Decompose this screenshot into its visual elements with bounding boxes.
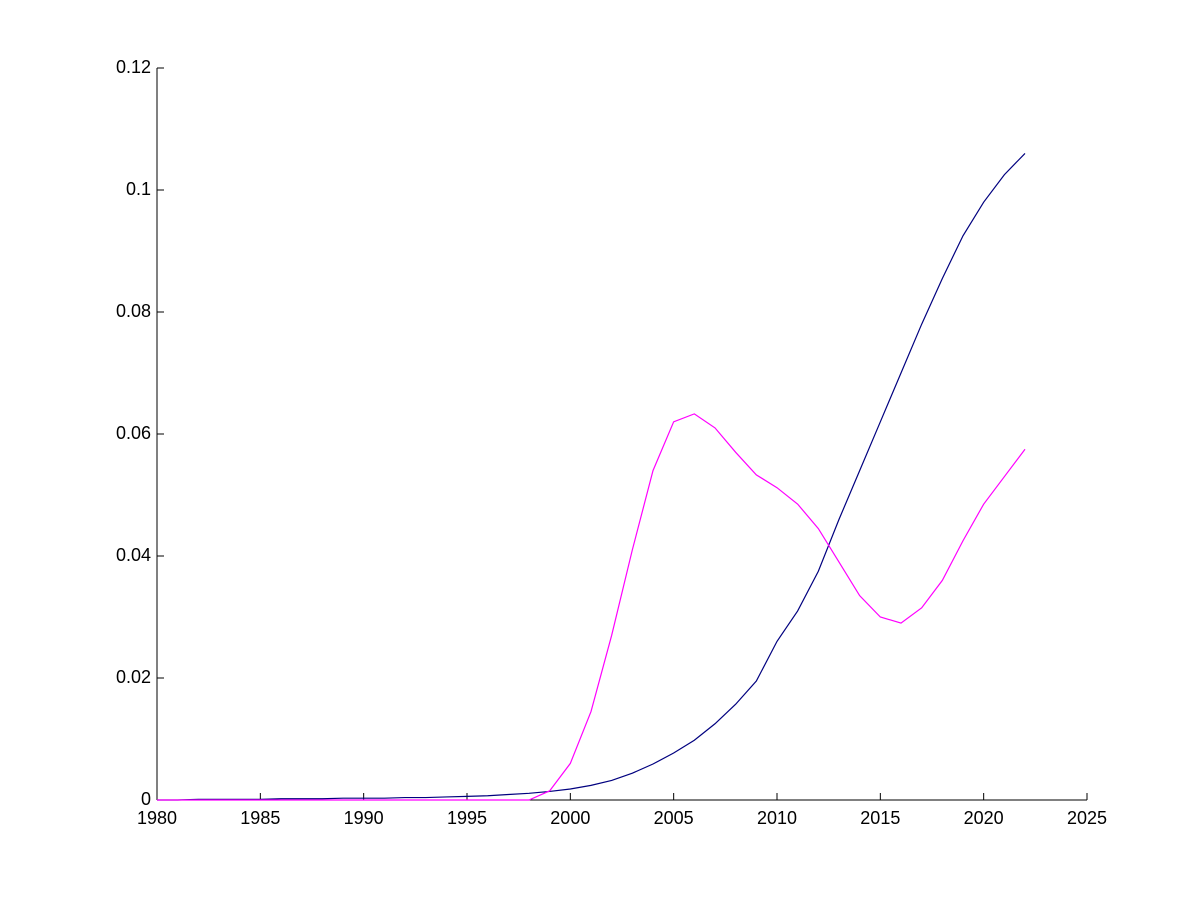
x-tick-label: 1980 — [137, 808, 177, 828]
y-tick-label: 0.06 — [116, 423, 151, 443]
y-tick-label: 0.1 — [126, 179, 151, 199]
x-tick-label: 2025 — [1067, 808, 1107, 828]
x-tick-label: 2000 — [550, 808, 590, 828]
x-tick-label: 1985 — [240, 808, 280, 828]
y-tick-label: 0 — [141, 789, 151, 809]
y-tick-label: 0.04 — [116, 545, 151, 565]
y-tick-label: 0.12 — [116, 57, 151, 77]
x-tick-label: 1990 — [344, 808, 384, 828]
x-tick-label: 2020 — [964, 808, 1004, 828]
series-line — [157, 152, 1026, 801]
y-tick-label: 0.08 — [116, 301, 151, 321]
x-tick-label: 1995 — [447, 808, 487, 828]
x-tick-label: 2010 — [757, 808, 797, 828]
y-tick-label: 0.02 — [116, 667, 151, 687]
series-line — [157, 413, 1026, 801]
x-tick-label: 2015 — [860, 808, 900, 828]
x-tick-label: 2005 — [654, 808, 694, 828]
